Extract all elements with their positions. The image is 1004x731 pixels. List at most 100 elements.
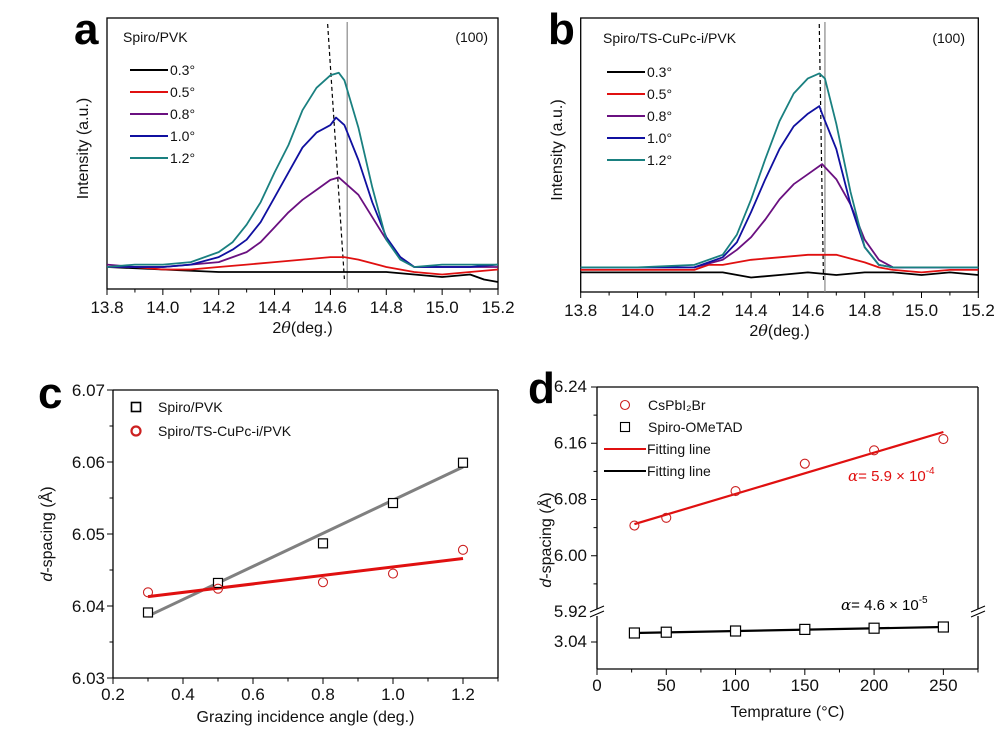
x-tick-label: 1.2 [451,685,475,704]
series-line-0-8 [106,176,498,268]
x-axis-title: 2θ(deg.) [272,318,332,337]
data-point-circle [387,568,399,579]
legend-label: 0.3° [647,64,672,80]
panel-c-dspacing-vs-angle: 0.2 0.4 0.6 0.8 1.0 1.2 6.03 6.04 6.05 6.06 6.07 Gr… [37,381,499,726]
panel-letter-d: d [528,364,555,413]
alpha-annotation-spiro: α= 4.6 × 10-5 [841,595,928,614]
panel-letter-b: b [548,5,575,54]
x-tick-label: 14.4 [735,301,768,320]
legend-label: 0.3° [170,62,195,78]
data-point-square [729,625,742,637]
series-line-0-3 [580,271,979,279]
axis-break-mark [970,605,986,613]
x-axis-title: 2θ(deg.) [749,321,809,340]
fit-line-spiro-pvk [147,465,464,618]
legend-label: 1.0° [170,128,195,144]
x-tick-label: 100 [721,676,749,695]
legend-label: 0.8° [170,106,195,122]
x-tick-label: 14.6 [314,298,347,317]
x-tick-label: 14.0 [621,301,654,320]
axis-break-mark [589,610,605,618]
data-point-circle [661,512,672,523]
y-tick-label: 6.03 [72,669,105,688]
x-tick-label: 200 [860,676,888,695]
x-tick-label: 50 [657,676,676,695]
series-line-0-5 [580,253,979,274]
y-tick-label: 6.08 [554,490,587,509]
panel-b-xrd-spiro-tscupc-pvk: 13.8 14.0 14.2 14.4 14.6 14.8 15.0 15.2 2θ(deg.)… [549,17,995,340]
legend-label: 0.5° [170,84,195,100]
x-tick-label: 13.8 [564,301,597,320]
data-point-circle [869,445,880,456]
x-tick-label: 150 [791,676,819,695]
panel-title: Spiro/PVK [123,29,188,45]
x-tick-label: 14.8 [848,301,881,320]
legend-label: Fitting line [647,441,711,457]
series-line-1-0 [107,116,499,268]
y-axis-title: Intensity (a.u.) [549,99,566,200]
y-tick-label: 6.04 [72,597,105,616]
legend-label: 1.2° [647,152,672,168]
axis-break-mark [589,605,605,613]
legend-label: 1.0° [647,130,672,146]
y-tick-label: 6.16 [554,433,587,452]
x-tick-label: 15.2 [481,298,514,317]
x-tick-label: 14.8 [370,298,403,317]
data-point-square [868,622,880,634]
fit-line-spiro-ometad [634,625,944,635]
x-tick-label: 0.2 [101,685,125,704]
data-point-circle [730,486,741,497]
x-tick-label: 14.6 [791,301,824,320]
legend-label: Spiro/PVK [158,399,223,415]
data-point-square [457,457,469,468]
data-point-circle [629,520,640,531]
legend-marker-square [619,421,631,433]
legend-marker-circle [619,399,631,411]
legend-label: Fitting line [647,463,711,479]
series-line-0-3 [106,266,499,283]
data-point-square [212,577,224,589]
data-point-square [317,538,329,549]
legend-marker-circle [130,425,142,437]
legend-label: CsPbI₂Br [648,397,706,413]
x-axis-title: Grazing incidence angle (deg.) [197,709,415,726]
legend-label: 0.8° [647,108,672,124]
data-point-square [660,626,672,638]
panel-a-xrd-spiro-pvk: 13.8 14.0 14.2 14.4 14.6 14.8 15.0 15.2 2θ(deg.)… [75,17,515,337]
data-point-square [799,623,811,636]
data-point-circle [938,433,949,445]
x-tick-label: 0.8 [311,685,335,704]
legend-label: 1.2° [170,150,195,166]
x-axis-title: Temprature (°C) [731,704,845,721]
x-tick-label: 1.0 [381,685,405,704]
fit-line-spiro-ts-cupc-i-pvk [147,556,464,599]
x-tick-label: 0 [592,676,601,695]
legend-label: 0.5° [647,86,672,102]
y-tick-label: 6.05 [72,525,105,544]
x-tick-label: 15.2 [962,301,995,320]
panel-letter-c: c [38,369,62,418]
x-tick-label: 15.0 [905,301,938,320]
panel-d-dspacing-vs-temperature: 0 50 100 150 200 250 3.04 5.92 6.00 6.08 6.16 6.24 T… [536,377,986,721]
x-tick-label: 0.4 [171,685,195,704]
y-tick-label: 6.24 [554,377,587,396]
series-line-1-2 [106,71,498,268]
y-tick-label: 5.92 [554,602,587,621]
data-point-square [387,497,399,509]
alpha-annotation-cspbi2br: α= 5.9 × 10-4 [848,466,935,485]
series-line-1-2 [580,72,979,269]
reflection-annotation: (100) [932,30,965,46]
x-tick-label: 14.2 [202,298,235,317]
y-axis-title: d-spacing (Å) [37,486,56,581]
data-point-square [142,607,154,618]
data-point-square [937,621,949,633]
series-line-1-0 [580,105,979,269]
data-point-circle [799,458,810,469]
plot-frame [580,17,979,293]
data-point-circle [142,587,154,598]
x-tick-label: 0.6 [241,685,265,704]
x-tick-label: 14.2 [678,301,711,320]
y-tick-label: 6.07 [72,381,105,400]
y-tick-label: 6.06 [72,453,105,472]
